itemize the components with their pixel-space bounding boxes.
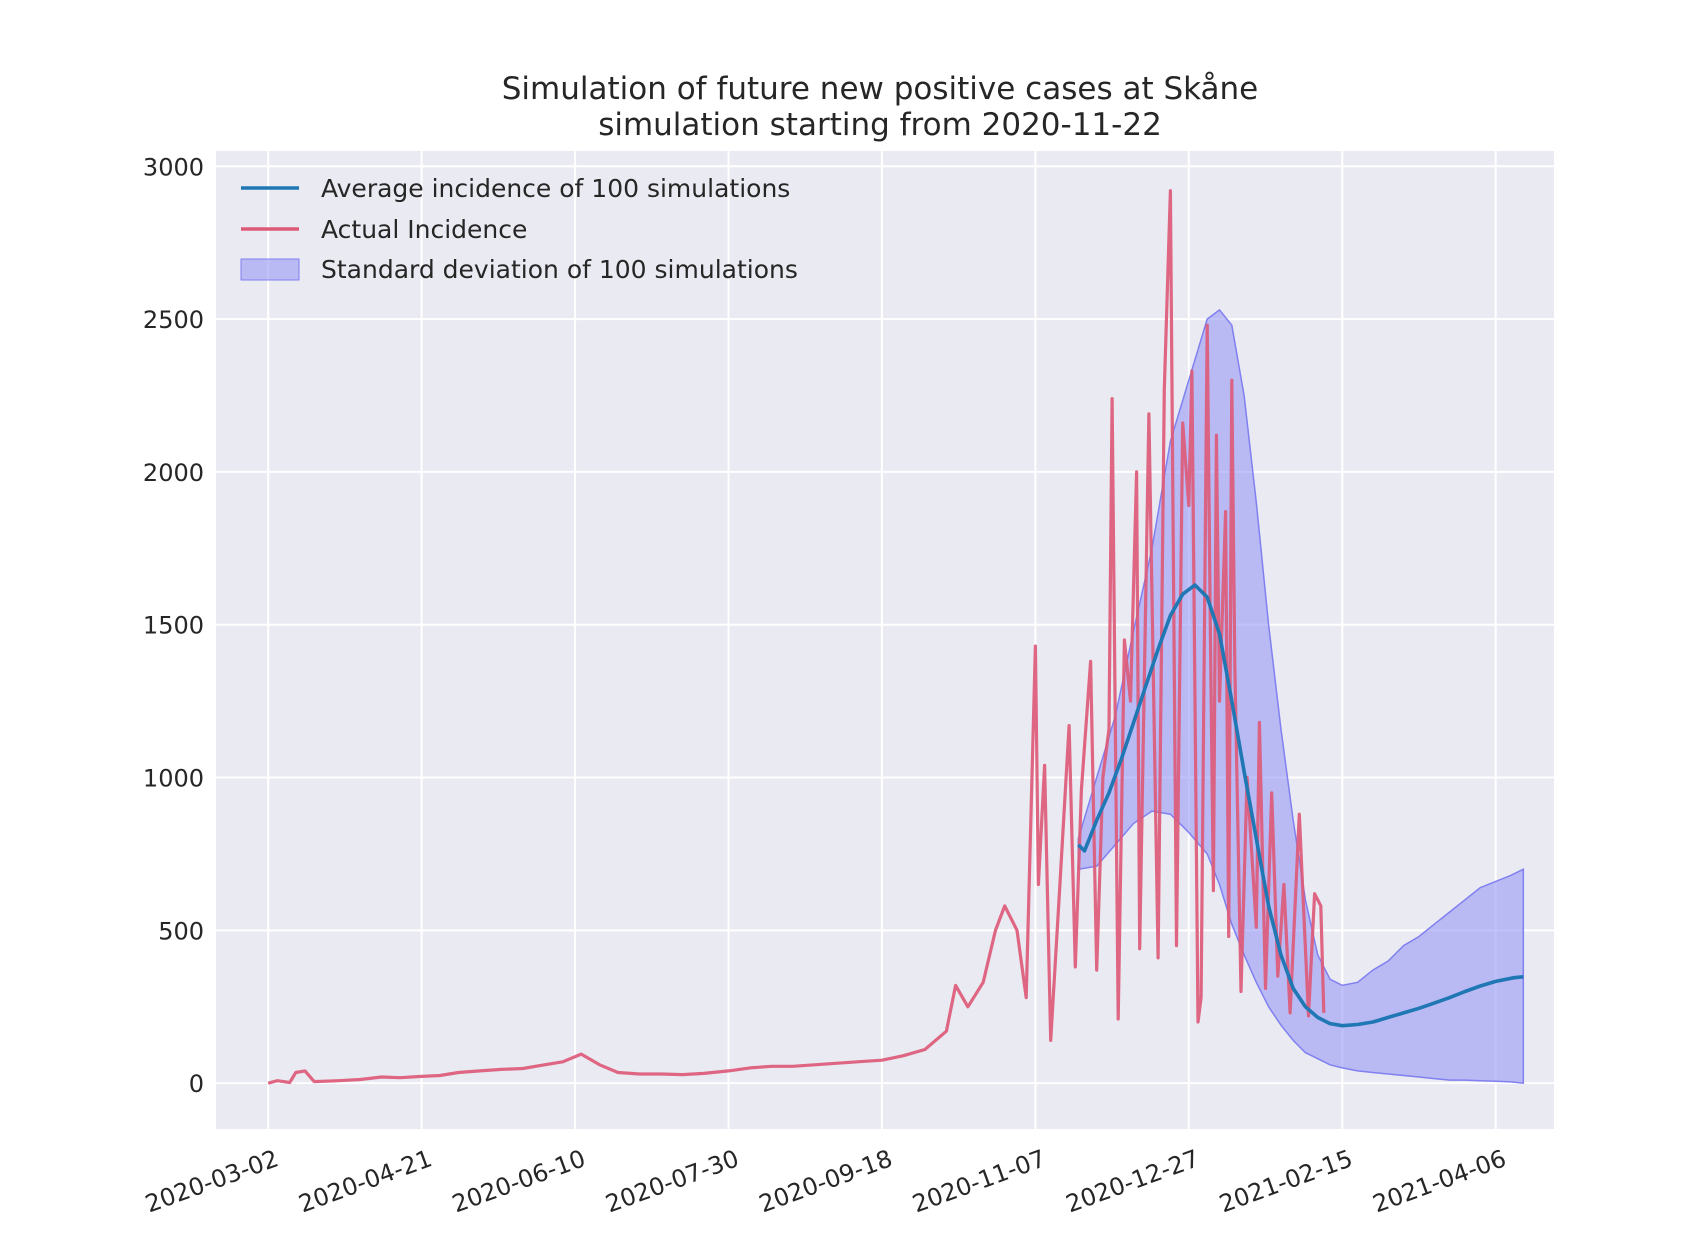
chart-subtitle: simulation starting from 2020-11-22 [598, 107, 1162, 143]
x-tick-label-0: 2020-03-02 [142, 1144, 283, 1218]
x-tick-label-3: 2020-07-30 [602, 1144, 743, 1218]
legend-swatch-std-band [240, 258, 300, 281]
actual-incidence-line [267, 189, 1326, 1085]
x-tick-label-7: 2021-02-15 [1216, 1144, 1357, 1218]
x-tick-label-4: 2020-09-18 [755, 1144, 896, 1218]
y-tick-label-6: 3000 [143, 153, 204, 181]
average-incidence-line [1077, 583, 1524, 1028]
chart-title: Simulation of future new positive cases … [502, 71, 1259, 107]
legend-label-std-band: Standard deviation of 100 simulations [321, 255, 798, 284]
y-tick-label-5: 2500 [143, 306, 204, 334]
y-tick-label-1: 500 [158, 917, 204, 945]
series-lines [267, 189, 1524, 1085]
legend: Average incidence of 100 simulations Act… [240, 174, 798, 284]
x-tick-label-8: 2021-04-06 [1369, 1144, 1510, 1218]
x-axis-ticks: 2020-03-02 2020-04-21 2020-06-10 2020-07-30… [142, 1144, 1510, 1218]
y-tick-label-4: 2000 [143, 459, 204, 487]
x-tick-label-5: 2020-11-07 [909, 1144, 1050, 1218]
y-axis-ticks: 0 500 1000 1500 2000 2500 3000 [143, 153, 204, 1098]
y-tick-label-0: 0 [189, 1070, 204, 1098]
x-tick-label-1: 2020-04-21 [295, 1144, 436, 1218]
legend-label-actual: Actual Incidence [321, 215, 527, 244]
plot-background [216, 151, 1554, 1129]
x-tick-label-2: 2020-06-10 [448, 1144, 589, 1218]
y-tick-label-2: 1000 [143, 765, 204, 793]
grid-lines [216, 151, 1554, 1129]
legend-label-average: Average incidence of 100 simulations [321, 174, 790, 203]
y-tick-label-3: 1500 [143, 612, 204, 640]
x-tick-label-6: 2020-12-27 [1062, 1144, 1203, 1218]
